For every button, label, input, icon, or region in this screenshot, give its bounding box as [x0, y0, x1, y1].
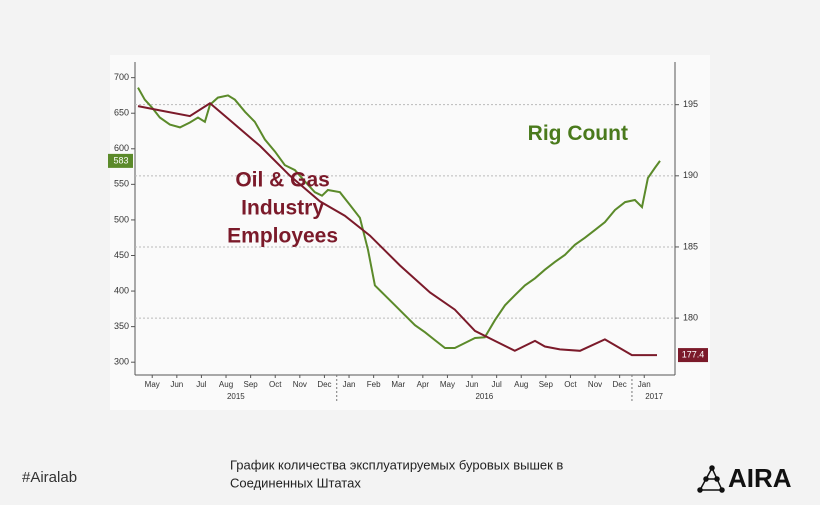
x-tick-label: Mar: [391, 380, 405, 389]
caption: График количества эксплуатируемых буровы…: [230, 457, 563, 472]
x-tick-label: Sep: [244, 380, 259, 389]
series-line: [137, 87, 661, 349]
x-tick-label: Dec: [613, 380, 627, 389]
y2-tick-label: 195: [683, 99, 698, 109]
x-tick-label: Jan: [343, 380, 356, 389]
annotation: Rig Count: [528, 122, 628, 145]
last-value-label: 177.4: [682, 349, 705, 359]
y-tick-label: 300: [114, 357, 129, 367]
y-tick-label: 700: [114, 72, 129, 82]
x-tick-label: Jun: [466, 380, 479, 389]
x-tick-label: Jun: [170, 380, 183, 389]
y-tick-label: 450: [114, 250, 129, 260]
x-tick-label: Feb: [367, 380, 381, 389]
y-tick-label: 650: [114, 108, 129, 118]
series-line: [137, 102, 657, 357]
y-tick-label: 500: [114, 214, 129, 224]
y2-tick-label: 180: [683, 312, 698, 322]
x-tick-label: May: [145, 380, 160, 389]
annotation: Industry: [241, 196, 324, 219]
last-value-label: 583: [113, 155, 128, 165]
year-label: 2016: [475, 392, 493, 401]
last-value-badge: [108, 153, 133, 168]
x-tick-label: Dec: [317, 380, 331, 389]
x-tick-label: Jul: [492, 380, 502, 389]
y-tick-label: 400: [114, 285, 129, 295]
x-tick-label: Aug: [219, 380, 233, 389]
annotation: Oil & Gas: [235, 168, 330, 191]
year-label: 2017: [645, 392, 663, 401]
x-tick-label: Nov: [293, 380, 307, 389]
x-tick-label: Aug: [514, 380, 528, 389]
annotation: Employees: [227, 224, 338, 247]
year-label: 2015: [227, 392, 245, 401]
y-tick-label: 550: [114, 179, 129, 189]
x-tick-label: Sep: [539, 380, 554, 389]
caption: Соединенных Штатах: [230, 475, 361, 490]
x-tick-label: Jan: [638, 380, 651, 389]
logo: AIRA: [728, 463, 792, 493]
chart-panel: [110, 55, 710, 410]
x-tick-label: Jul: [196, 380, 206, 389]
x-tick-label: Nov: [588, 380, 602, 389]
x-tick-label: Oct: [564, 380, 577, 389]
hashtag: #Airalab: [22, 469, 77, 486]
x-tick-label: May: [440, 380, 455, 389]
y2-tick-label: 190: [683, 170, 698, 180]
y2-tick-label: 185: [683, 241, 698, 251]
y-tick-label: 600: [114, 143, 129, 153]
last-value-badge: [678, 348, 708, 363]
logo-icon: [697, 465, 725, 493]
y-tick-label: 350: [114, 321, 129, 331]
x-tick-label: Apr: [417, 380, 430, 389]
x-tick-label: Oct: [269, 380, 282, 389]
